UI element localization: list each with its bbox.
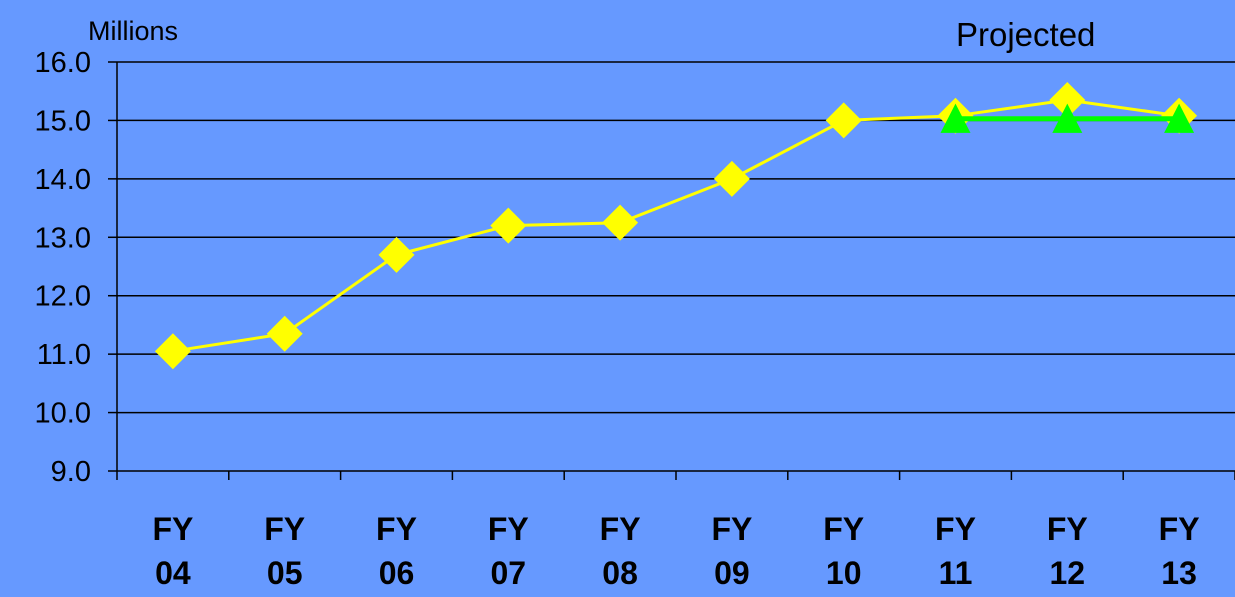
y-axis-unit-label: Millions — [88, 16, 178, 46]
data-point-diamond — [378, 236, 415, 273]
x-tick-label: 12 — [1050, 555, 1086, 591]
x-tick-label: FY — [600, 511, 641, 547]
data-point-diamond — [1049, 81, 1086, 118]
x-tick-label: FY — [711, 511, 752, 547]
data-point-diamond — [490, 207, 527, 244]
x-tick-label: 09 — [714, 555, 750, 591]
y-tick-label: 13.0 — [35, 222, 91, 254]
y-tick-label: 9.0 — [51, 456, 91, 488]
x-tick-label: FY — [264, 511, 305, 547]
x-axis-ticks: FY 04 FY 05 FY 06 FY 07 FY 08 FY 09 FY 10 FY 11 FY 12 FY 13 — [116, 471, 1235, 591]
y-tick-label: 14.0 — [35, 164, 91, 196]
y-tick-label: 10.0 — [35, 398, 91, 430]
series-1 — [154, 81, 1198, 370]
data-series — [154, 81, 1198, 370]
x-tick-label: FY — [152, 511, 193, 547]
data-point-triangle — [1164, 103, 1195, 133]
x-tick-label: 08 — [602, 555, 638, 591]
x-tick-label: FY — [935, 511, 976, 547]
x-tick-label: FY — [488, 511, 529, 547]
x-tick-label: 07 — [491, 555, 527, 591]
data-point-triangle — [1052, 103, 1083, 133]
data-point-diamond — [713, 160, 750, 197]
y-tick-label: 15.0 — [35, 105, 91, 137]
data-point-diamond — [825, 102, 862, 139]
y-tick-label: 11.0 — [37, 339, 91, 371]
x-tick-label: FY — [1047, 511, 1088, 547]
x-tick-label: 06 — [379, 555, 415, 591]
x-tick-label: 04 — [155, 555, 191, 591]
data-point-diamond — [266, 315, 303, 352]
y-tick-label: 16.0 — [35, 47, 91, 79]
data-point-diamond — [154, 333, 191, 370]
x-tick-label: 11 — [939, 555, 973, 591]
x-tick-label: FY — [376, 511, 417, 547]
x-tick-label: 10 — [826, 555, 862, 591]
series-1-line — [172, 98, 1180, 353]
series-2 — [940, 103, 1195, 133]
y-tick-label: 12.0 — [35, 281, 91, 313]
data-point-triangle — [940, 103, 971, 133]
projected-annotation: Projected — [956, 16, 1095, 53]
y-axis-ticks: 9.0 10.0 11.0 12.0 13.0 14.0 15.0 16.0 — [35, 47, 117, 488]
x-tick-label: FY — [823, 511, 864, 547]
x-tick-label: 05 — [267, 555, 303, 591]
x-tick-label: FY — [1159, 511, 1200, 547]
x-tick-label: 13 — [1161, 555, 1197, 591]
gridlines — [117, 61, 1235, 414]
data-point-diamond — [602, 204, 639, 241]
